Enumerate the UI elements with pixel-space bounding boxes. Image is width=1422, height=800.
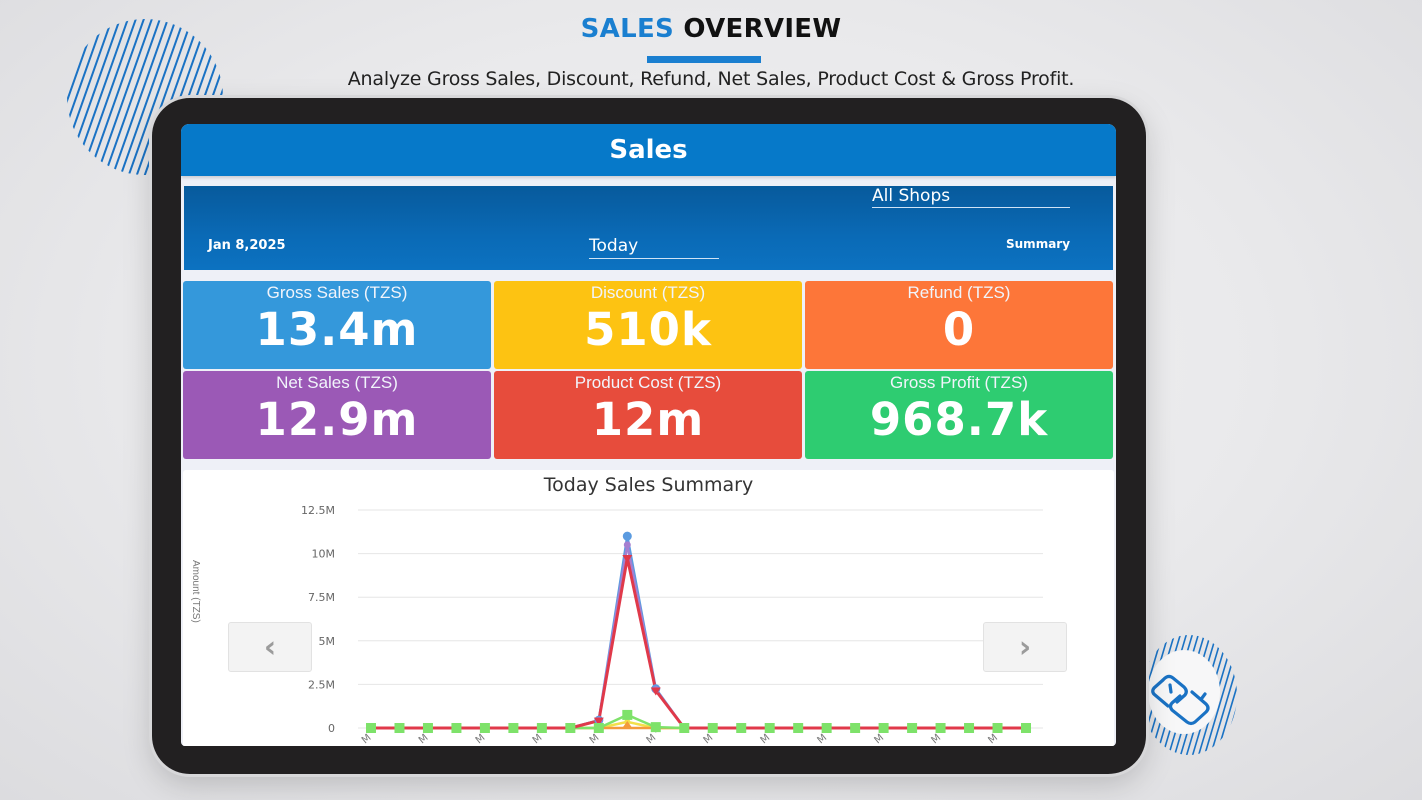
series-line-gross-sales xyxy=(371,534,1026,730)
data-point-gross-profit[interactable] xyxy=(679,723,690,733)
tablet-frame: Sales Jan 8,2025 Today All Shops Summary… xyxy=(152,98,1146,774)
tile-label: Gross Profit (TZS) xyxy=(890,373,1028,392)
data-point-gross-profit[interactable] xyxy=(622,709,633,720)
series-line-gross-profit xyxy=(371,713,1026,730)
data-point-gross-profit[interactable] xyxy=(366,723,376,733)
sales-chart-card: Amount (TZS) 0 2.5M 5M 7.5M 10M 12.5M M M M M M M M M M… xyxy=(183,470,1114,746)
y-tick-label: 12.5M xyxy=(301,504,335,517)
x-tick-label: M xyxy=(474,732,488,746)
hero-title-accent: SALES xyxy=(580,14,675,44)
y-tick-label: 0 xyxy=(328,722,335,735)
filter-bar: Jan 8,2025 Today All Shops Summary xyxy=(184,186,1113,270)
series-line-net-sales xyxy=(371,543,1026,730)
shop-dropdown[interactable]: All Shops xyxy=(872,186,1070,208)
data-point-product-cost[interactable] xyxy=(650,687,661,696)
tile-label: Refund (TZS) xyxy=(907,283,1011,302)
x-tick-label: M xyxy=(702,732,716,746)
tile-value: 968.7k xyxy=(869,393,1049,446)
data-point-gross-profit[interactable] xyxy=(850,723,861,733)
data-point-gross-profit[interactable] xyxy=(764,723,775,733)
x-tick-label: M xyxy=(417,732,431,746)
date-picker[interactable]: Jan 8,2025 xyxy=(208,238,286,253)
data-point-gross-profit[interactable] xyxy=(707,723,718,733)
tile-label: Discount (TZS) xyxy=(590,283,706,302)
x-tick-label: M xyxy=(816,732,830,746)
tile-label: Gross Sales (TZS) xyxy=(266,283,408,302)
app-screen: Sales Jan 8,2025 Today All Shops Summary… xyxy=(181,124,1116,746)
data-point-gross-profit[interactable] xyxy=(1021,723,1031,733)
hero-title: SALES OVERVIEW xyxy=(0,14,1422,44)
x-tick-label: M xyxy=(872,732,886,746)
x-tick-label: M xyxy=(645,732,659,746)
data-point-gross-profit[interactable] xyxy=(935,723,946,733)
x-tick-label: M xyxy=(986,732,1000,746)
y-tick-label: 10M xyxy=(312,548,336,561)
tile-refund[interactable]: Refund (TZS) 0 xyxy=(805,281,1113,369)
app-bar: Sales xyxy=(181,124,1116,176)
data-point-refund[interactable] xyxy=(622,721,633,728)
data-point-gross-profit[interactable] xyxy=(736,723,747,733)
chart-next-button[interactable]: › xyxy=(983,622,1067,672)
tile-gross-profit[interactable]: Gross Profit (TZS) 968.7k xyxy=(805,371,1113,459)
x-tick-label: M xyxy=(929,732,943,746)
kpi-tiles: Gross Sales (TZS) 13.4m Discount (TZS) 5… xyxy=(183,281,1114,459)
x-tick-label: M xyxy=(531,732,545,746)
data-point-gross-profit[interactable] xyxy=(451,723,462,733)
x-tick-label: M xyxy=(360,732,374,746)
data-point-gross-profit[interactable] xyxy=(992,723,1003,733)
tile-label: Product Cost (TZS) xyxy=(574,373,722,392)
data-point-gross-profit[interactable] xyxy=(565,723,576,733)
hero-subtitle: Analyze Gross Sales, Discount, Refund, N… xyxy=(347,68,1075,90)
data-point-gross-profit[interactable] xyxy=(964,723,975,733)
data-point-gross-profit[interactable] xyxy=(821,723,832,733)
tile-value: 12m xyxy=(591,393,705,446)
data-point-gross-profit[interactable] xyxy=(878,723,889,733)
brand-logo-icon xyxy=(1141,635,1237,755)
sales-line-chart: Amount (TZS) 0 2.5M 5M 7.5M 10M 12.5M M M M M M M M M M… xyxy=(190,504,1043,746)
hero-underline xyxy=(647,56,761,63)
data-point-net-sales[interactable] xyxy=(623,541,631,549)
chart-prev-button[interactable]: ‹ xyxy=(228,622,312,672)
data-point-gross-profit[interactable] xyxy=(394,723,405,733)
tile-net-sales[interactable]: Net Sales (TZS) 12.9m xyxy=(183,371,491,459)
tile-value: 12.9m xyxy=(255,393,419,446)
data-point-product-cost[interactable] xyxy=(593,717,604,726)
data-point-gross-profit[interactable] xyxy=(650,722,661,733)
y-tick-label: 5M xyxy=(319,635,336,648)
data-point-gross-profit[interactable] xyxy=(479,723,490,733)
period-dropdown[interactable]: Today xyxy=(589,236,719,259)
chevron-left-icon: ‹ xyxy=(263,629,277,665)
series-line-product-cost xyxy=(371,556,1026,730)
hero-title-rest: OVERVIEW xyxy=(683,14,842,44)
chevron-right-icon: › xyxy=(1018,629,1032,665)
tile-discount[interactable]: Discount (TZS) 510k xyxy=(494,281,802,369)
x-tick-label: M xyxy=(759,732,773,746)
tile-gross-sales[interactable]: Gross Sales (TZS) 13.4m xyxy=(183,281,491,369)
tile-product-cost[interactable]: Product Cost (TZS) 12m xyxy=(494,371,802,459)
summary-link[interactable]: Summary xyxy=(1006,237,1071,251)
tile-value: 13.4m xyxy=(255,303,419,356)
app-title: Sales xyxy=(609,135,688,165)
data-point-product-cost[interactable] xyxy=(622,554,633,563)
y-axis-label: Amount (TZS) xyxy=(190,560,201,623)
data-point-gross-profit[interactable] xyxy=(508,723,519,733)
y-tick-label: 2.5M xyxy=(308,678,335,691)
x-tick-label: M xyxy=(588,732,602,746)
data-point-gross-profit[interactable] xyxy=(536,723,547,733)
tile-value: 0 xyxy=(942,303,976,356)
data-point-gross-profit[interactable] xyxy=(422,723,433,733)
y-tick-label: 7.5M xyxy=(308,591,335,604)
data-point-gross-profit[interactable] xyxy=(793,723,804,733)
data-point-gross-sales[interactable] xyxy=(622,531,632,541)
data-point-gross-profit[interactable] xyxy=(907,723,918,733)
tile-label: Net Sales (TZS) xyxy=(276,373,398,392)
data-point-gross-profit[interactable] xyxy=(593,723,604,733)
chart-title: Today Sales Summary xyxy=(543,474,754,496)
tile-value: 510k xyxy=(584,303,712,356)
